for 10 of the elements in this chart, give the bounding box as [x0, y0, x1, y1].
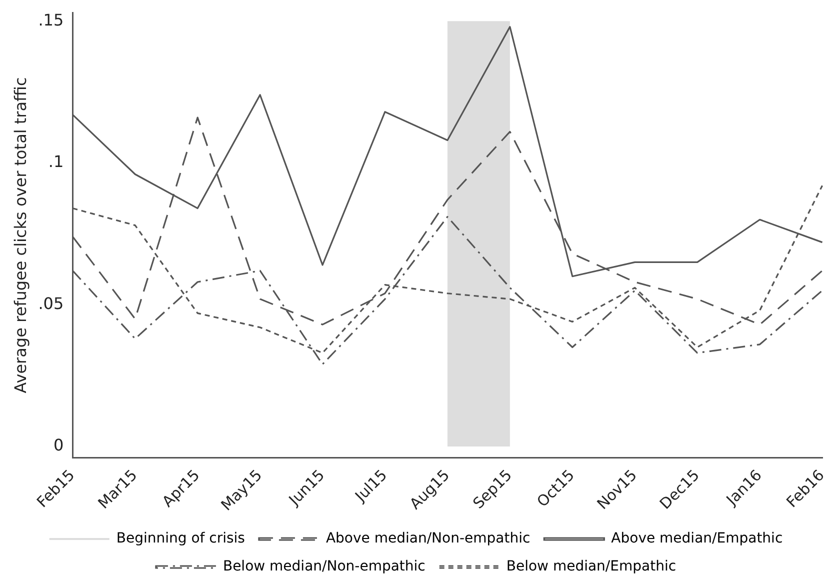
legend-label: Beginning of crisis: [116, 530, 245, 547]
y-tick-label: 0: [53, 436, 64, 455]
legend-label: Above median/Empathic: [611, 530, 783, 547]
y-axis-title: Average refugee clicks over total traffic: [10, 77, 30, 394]
legend-label: Below median/Non-empathic: [222, 558, 426, 575]
y-tick-label: .05: [38, 294, 64, 313]
legend-label: Above median/Non-empathic: [326, 530, 530, 547]
y-tick-label: .1: [48, 152, 64, 172]
y-tick-label: .15: [38, 10, 64, 30]
legend-label: Below median/Empathic: [506, 558, 676, 575]
